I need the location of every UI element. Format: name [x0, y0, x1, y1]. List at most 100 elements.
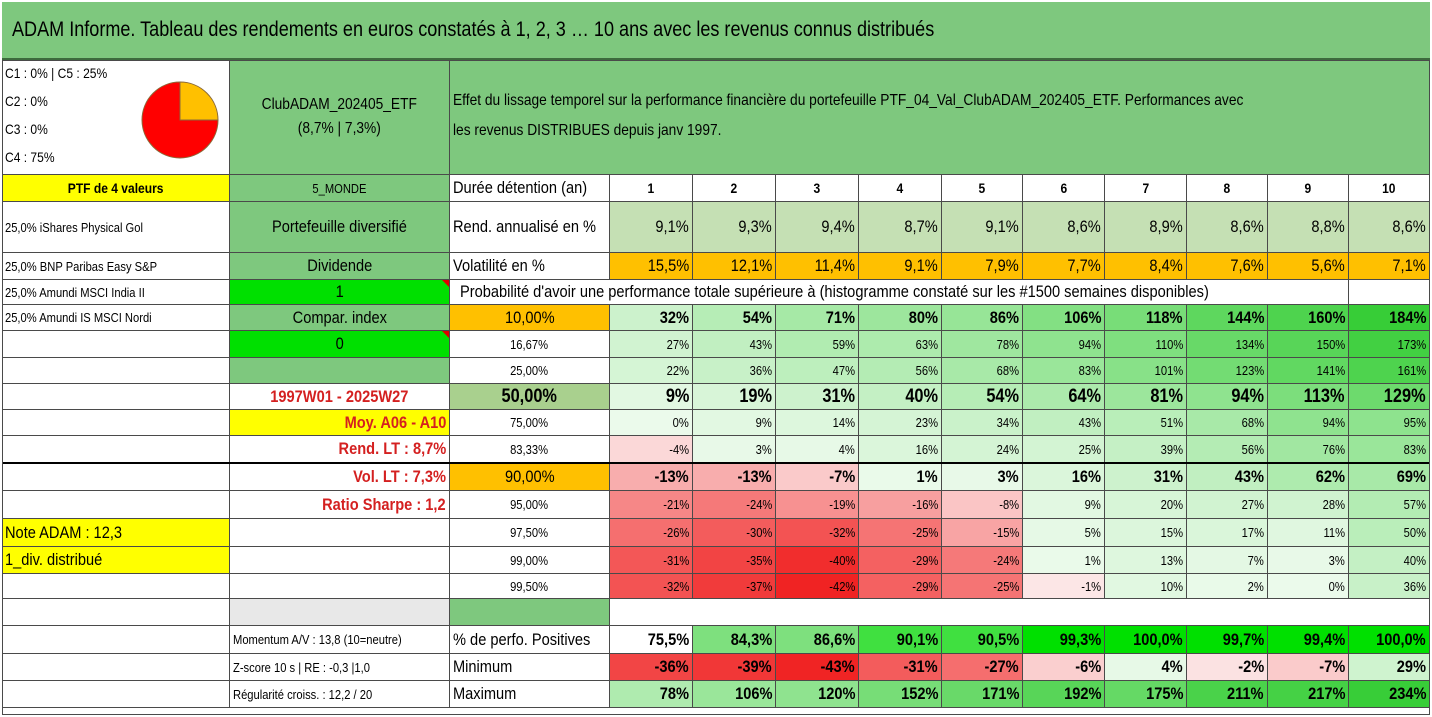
rend-value: 8,7%	[859, 202, 942, 253]
minimum-value: -43%	[776, 654, 859, 681]
probability-value-text: -31%	[662, 552, 689, 568]
probability-value: 23%	[859, 410, 942, 436]
probability-value: -31%	[610, 547, 693, 574]
rend-value: 8,9%	[1105, 202, 1187, 253]
vol-label: Volatilité en %	[450, 253, 610, 280]
rend-label-text: Rend. annualisé en %	[453, 217, 597, 236]
probability-value-text: -16%	[911, 497, 938, 512]
separator-line	[2, 462, 1430, 464]
probability-threshold: 25,00%	[450, 358, 610, 384]
probability-value: 31%	[1105, 463, 1187, 491]
ptf-label-text: PTF de 4 valeurs	[67, 180, 164, 196]
probability-value: 56%	[859, 358, 942, 384]
probability-value-text: 51%	[1160, 415, 1183, 430]
rend-value-text: 9,1%	[655, 217, 689, 236]
probability-value-text: 134%	[1235, 336, 1264, 352]
probability-value: 78%	[942, 331, 1023, 358]
vol-value: 12,1%	[693, 253, 776, 280]
regularite-label: Régularité croiss. : 12,2 / 20	[230, 681, 450, 708]
probability-value-text: 9%	[1084, 497, 1101, 512]
compar-index-value-text: 0	[335, 334, 344, 353]
probability-threshold-text: 99,50%	[510, 578, 549, 594]
probability-value-text: -25%	[911, 525, 938, 540]
probability-value: 0%	[1268, 574, 1349, 599]
positive-perf-value-text: 100,0%	[1376, 629, 1426, 649]
year-header-text: 6	[1060, 180, 1067, 196]
empty-left-cell	[2, 410, 230, 436]
probability-value: 160%	[1268, 305, 1349, 331]
probability-value-text: 56%	[1241, 441, 1264, 457]
empty-row	[610, 599, 1430, 626]
probability-value-text: 3%	[1328, 552, 1345, 568]
positive-perf-value: 90,5%	[942, 626, 1023, 654]
empty-left-cell	[2, 599, 230, 626]
probability-value-text: 62%	[1315, 466, 1345, 486]
rend-value-text: 9,1%	[985, 217, 1019, 236]
positive-perf-value-text: 99,4%	[1303, 629, 1345, 649]
probability-threshold-text: 10,00%	[504, 307, 555, 327]
probability-threshold-text: 83,33%	[510, 441, 549, 457]
vol-lt-label: Vol. LT : 7,3%	[230, 463, 450, 491]
probability-value: 56%	[1187, 436, 1268, 463]
probability-value: 123%	[1187, 358, 1268, 384]
rend-value: 9,3%	[693, 202, 776, 253]
positive-perf-value: 100,0%	[1105, 626, 1187, 654]
probability-value-text: 69%	[1396, 466, 1426, 486]
years-label: Durée détention (an)	[450, 175, 610, 202]
probability-value: 54%	[942, 384, 1023, 410]
probability-value-text: 2%	[1247, 578, 1264, 594]
probability-value: 141%	[1268, 358, 1349, 384]
probability-value-text: 19%	[739, 385, 772, 407]
probability-threshold: 83,33%	[450, 436, 610, 463]
probability-value-text: 11%	[1323, 525, 1345, 540]
minimum-value-text: -27%	[984, 657, 1019, 676]
probability-value: 2%	[1187, 574, 1268, 599]
positive-perf-value: 99,3%	[1023, 626, 1105, 654]
report-title: ADAM Informe. Tableau des rendements en …	[2, 2, 1430, 60]
probability-value: 32%	[610, 305, 693, 331]
empty-left-cell	[2, 681, 230, 708]
holding-item: 25,0% iShares Physical Gol	[2, 202, 230, 253]
portfolio-type: Portefeuille diversifié	[230, 202, 450, 253]
probability-threshold-text: 97,50%	[510, 525, 549, 540]
probability-value-text: -29%	[911, 552, 938, 568]
probability-value: 39%	[1105, 436, 1187, 463]
probability-value-text: 54%	[986, 385, 1019, 407]
probability-value-text: 173%	[1397, 336, 1426, 352]
probability-value-text: -35%	[745, 552, 772, 568]
probability-value: 47%	[776, 358, 859, 384]
probability-value: -8%	[942, 491, 1023, 519]
moy-label-text: Moy. A06 - A10	[344, 412, 446, 432]
probability-threshold-text: 50,00%	[501, 385, 558, 407]
comment-marker	[442, 280, 449, 287]
empty-left-cell	[2, 463, 230, 491]
period-label-text: 1997W01 - 2025W27	[270, 386, 409, 406]
positive-perf-value-text: 99,7%	[1222, 629, 1264, 649]
year-header: 8	[1187, 175, 1268, 202]
year-header: 10	[1349, 175, 1430, 202]
probability-value-text: 39%	[1160, 441, 1183, 457]
maximum-label-text: Maximum	[453, 684, 517, 703]
probability-value: 80%	[859, 305, 942, 331]
probability-value-text: 36%	[749, 363, 772, 378]
empty-left-cell	[2, 384, 230, 410]
probability-value: 113%	[1268, 384, 1349, 410]
probability-value: 110%	[1105, 331, 1187, 358]
empty-mid-cell	[230, 599, 450, 626]
positive-perf-label-text: % de perfo. Positives	[453, 629, 591, 649]
probability-value-text: 57%	[1403, 497, 1426, 512]
compar-index-label-text: Compar. index	[292, 307, 387, 327]
probability-value: 54%	[693, 305, 776, 331]
year-header-text: 10	[1382, 180, 1396, 196]
positive-perf-value: 99,4%	[1268, 626, 1349, 654]
vol-value: 7,6%	[1187, 253, 1268, 280]
probability-value: 16%	[1023, 463, 1105, 491]
compar-index-value: 0	[230, 331, 450, 358]
probability-value-text: 40%	[1403, 552, 1426, 568]
probability-value: -40%	[776, 547, 859, 574]
probability-threshold: 75,00%	[450, 410, 610, 436]
vol-value-text: 7,6%	[1230, 256, 1264, 275]
probability-value: -25%	[942, 574, 1023, 599]
probability-value-text: 160%	[1307, 307, 1345, 327]
probability-value-text: 47%	[832, 363, 855, 378]
